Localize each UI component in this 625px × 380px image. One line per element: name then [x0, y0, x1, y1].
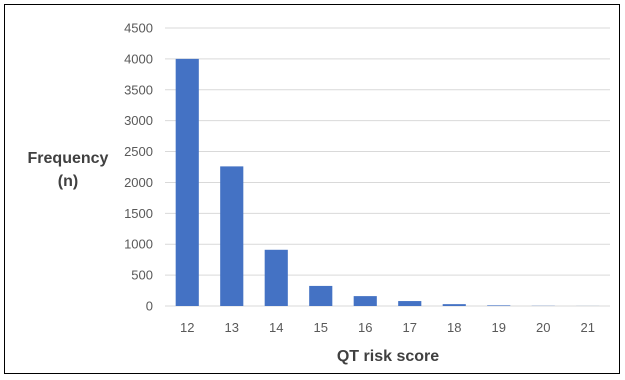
y-tick-label: 0: [146, 299, 153, 314]
y-tick-label: 4500: [124, 21, 153, 36]
bar-score-19: [487, 305, 511, 306]
y-tick-label: 1500: [124, 206, 153, 221]
x-tick-label: 18: [447, 320, 461, 335]
x-axis-title: QT risk score: [337, 348, 439, 365]
x-tick-label: 21: [581, 320, 595, 335]
x-tick-label: 16: [358, 320, 372, 335]
chart-frame: [4, 4, 620, 374]
x-axis-ticks: 12 13 14 15 16 17 18 19 20 21: [180, 320, 595, 335]
x-tick-label: 20: [536, 320, 550, 335]
x-tick-label: 13: [225, 320, 239, 335]
bar-score-17: [398, 301, 422, 306]
bar-score-13: [220, 166, 244, 306]
bar-score-14: [264, 249, 288, 306]
y-tick-label: 3000: [124, 113, 153, 128]
x-tick-label: 17: [403, 320, 417, 335]
y-tick-label: 3500: [124, 82, 153, 97]
y-axis-title-line-1: Frequency: [28, 150, 109, 167]
y-axis-ticks: 0 500 1000 1500 2000 2500 3000 3500 4000 4500: [124, 21, 153, 314]
bar-score-15: [309, 285, 333, 306]
bar-score-16: [353, 296, 377, 306]
y-axis-title-line-2: (n): [58, 173, 78, 190]
bar-score-18: [442, 304, 466, 306]
y-tick-label: 2500: [124, 144, 153, 159]
y-tick-label: 4000: [124, 51, 153, 66]
x-tick-label: 14: [269, 320, 283, 335]
y-tick-label: 500: [131, 268, 153, 283]
x-tick-label: 12: [180, 320, 194, 335]
bar-score-12: [175, 58, 199, 307]
x-tick-label: 19: [492, 320, 506, 335]
x-tick-label: 15: [314, 320, 328, 335]
y-tick-label: 2000: [124, 175, 153, 190]
bars: [175, 58, 600, 307]
y-tick-label: 1000: [124, 237, 153, 252]
